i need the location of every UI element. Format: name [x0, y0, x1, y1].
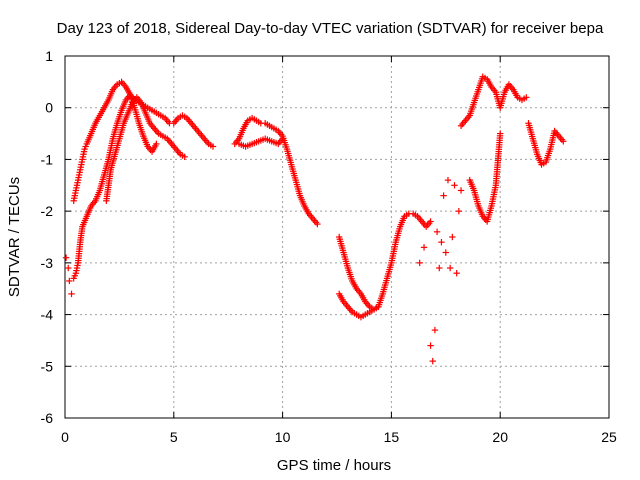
data-point — [453, 270, 460, 277]
y-tick-label: 1 — [45, 48, 53, 64]
chart-title: Day 123 of 2018, Sidereal Day-to-day VTE… — [57, 20, 604, 37]
data-point — [416, 259, 423, 267]
y-tick-label: -4 — [41, 307, 54, 323]
data-point — [431, 326, 439, 334]
data-point — [457, 187, 465, 194]
x-tick-label: 20 — [492, 429, 508, 445]
x-tick-label: 5 — [170, 429, 178, 445]
data-point — [455, 207, 463, 215]
x-tick-label: 0 — [61, 429, 69, 445]
data-point — [433, 228, 441, 236]
data-point — [62, 254, 70, 261]
x-axis-label: GPS time / hours — [277, 457, 391, 474]
data-point — [429, 357, 436, 365]
data-point — [444, 176, 452, 184]
grid-layer — [65, 56, 609, 418]
data-point — [279, 135, 286, 142]
y-axis-label: SDTVAR / TECUs — [6, 177, 23, 297]
data-point — [440, 192, 447, 199]
x-tick-label: 10 — [275, 429, 291, 445]
data-point — [209, 143, 217, 150]
data-point — [427, 218, 434, 225]
data-point — [442, 249, 449, 256]
data-point — [438, 238, 445, 246]
data-point — [451, 182, 458, 189]
data-point — [446, 264, 454, 272]
data-point — [68, 290, 75, 298]
data-point — [375, 303, 382, 311]
data-point — [66, 277, 73, 285]
plot-frame — [64, 55, 610, 419]
y-tick-label: -5 — [41, 358, 54, 374]
data-point — [497, 130, 504, 137]
data-point — [153, 140, 160, 148]
y-tick-label: -1 — [41, 151, 54, 167]
x-tick-label: 15 — [384, 429, 400, 445]
data-point — [560, 138, 567, 145]
y-tick-label: 0 — [45, 100, 53, 116]
data-point — [523, 94, 530, 101]
data-point — [449, 233, 456, 241]
y-tick-label: -6 — [41, 410, 54, 426]
data-points — [62, 73, 567, 365]
data-point — [65, 264, 72, 272]
x-tick-label: 25 — [601, 429, 617, 445]
y-tick-label: -2 — [41, 203, 54, 219]
y-tick-label: -3 — [41, 255, 54, 271]
data-point — [427, 342, 434, 349]
data-point — [436, 264, 443, 272]
data-point — [420, 244, 428, 251]
data-point — [314, 220, 321, 228]
data-point — [181, 153, 188, 161]
